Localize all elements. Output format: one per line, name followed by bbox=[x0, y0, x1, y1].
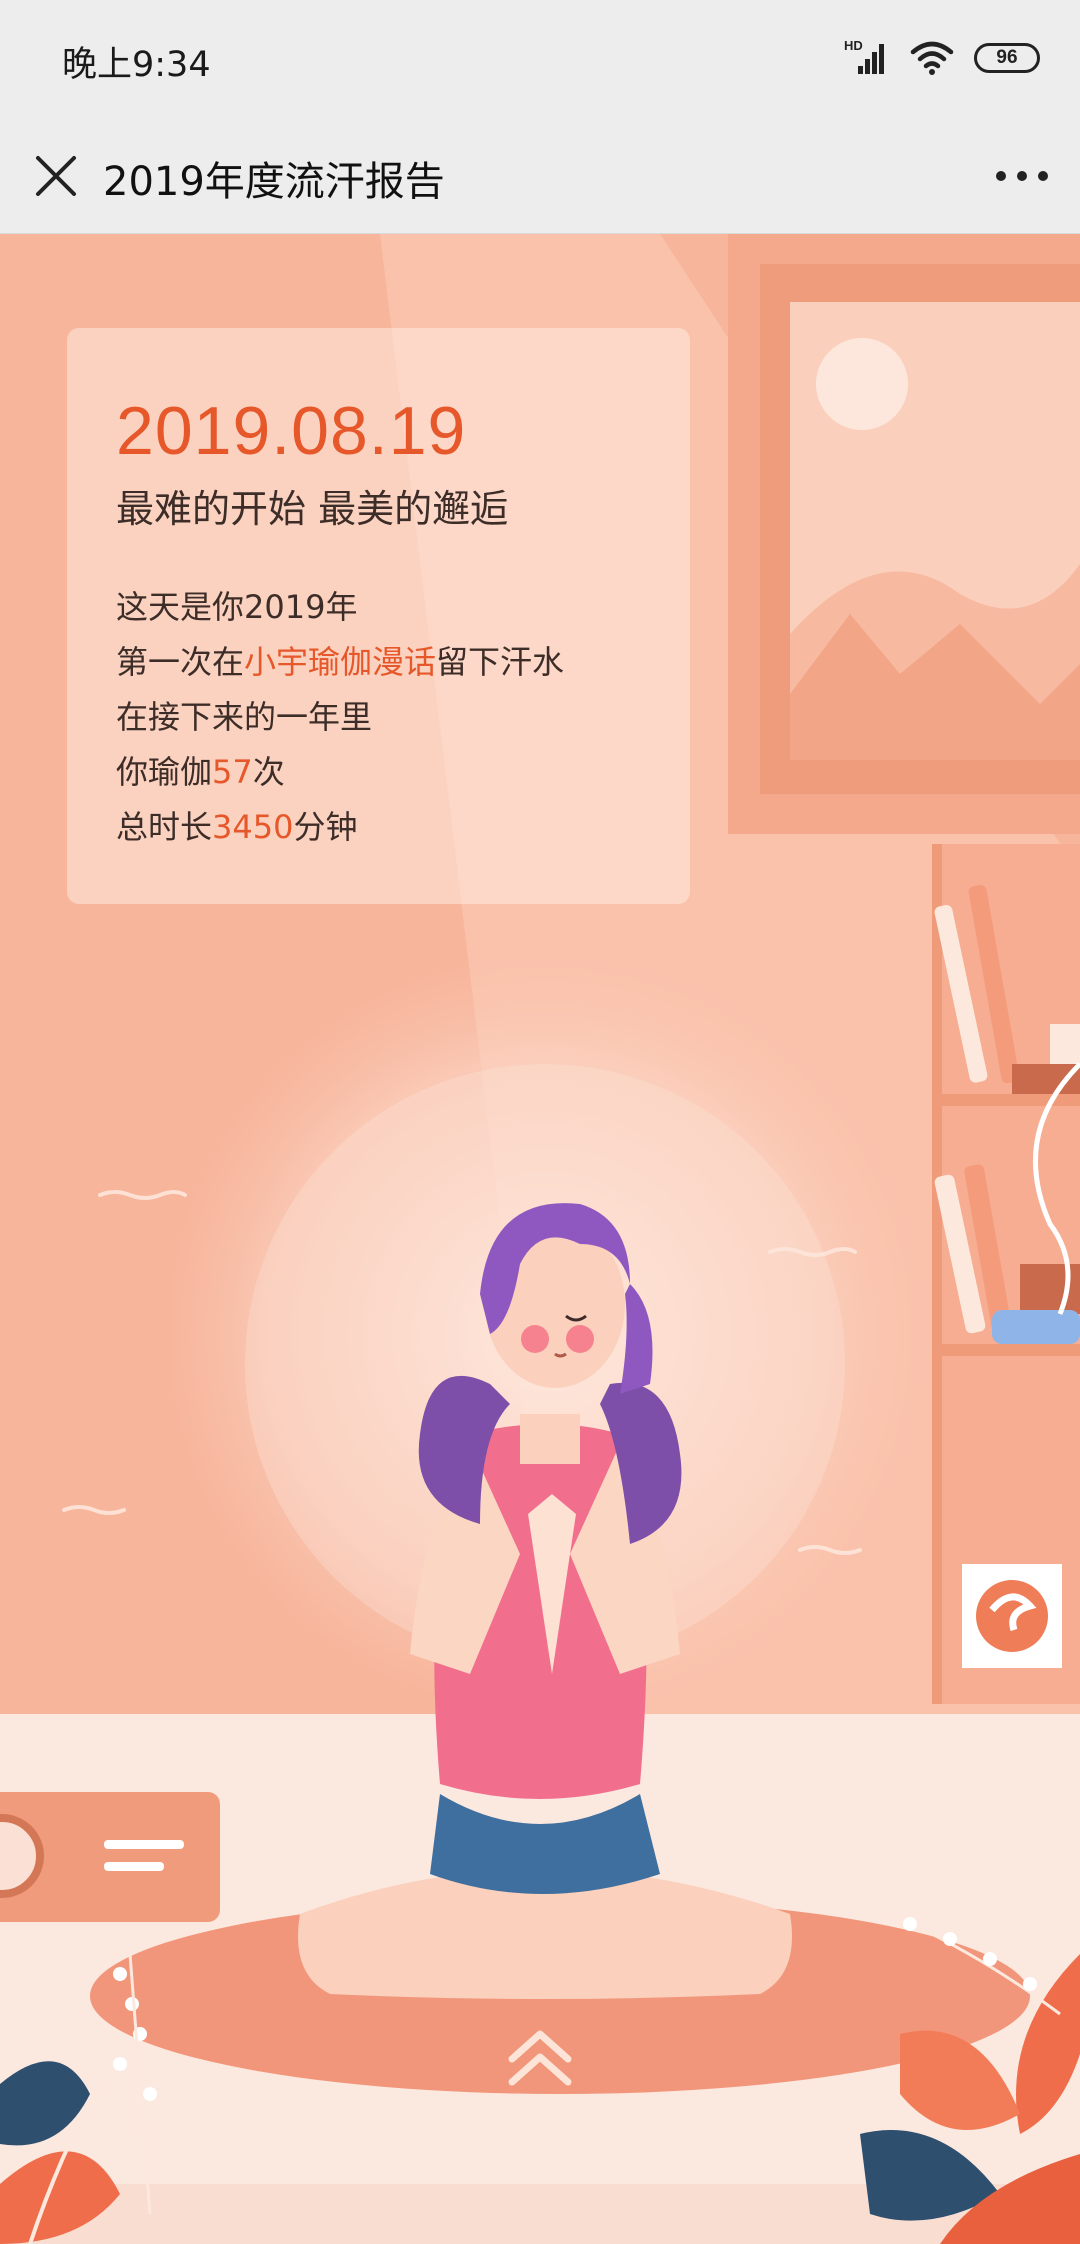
close-button[interactable] bbox=[28, 148, 84, 204]
report-line-2: 第一次在小宇瑜伽漫话留下汗水 bbox=[116, 643, 565, 681]
plant-right bbox=[860, 1912, 1080, 2244]
yoga-person bbox=[298, 1203, 792, 1999]
scroll-up-icon[interactable] bbox=[508, 2030, 572, 2086]
more-button[interactable] bbox=[990, 148, 1054, 204]
report-subtitle: 最难的开始 最美的邂逅 bbox=[116, 487, 509, 531]
report-card: 2019.08.19 最难的开始 最美的邂逅 这天是你2019年 第一次在小宇瑜… bbox=[67, 328, 690, 904]
report-text: 这天是你2019年 第一次在小宇瑜伽漫话留下汗水 在接下来的一年里 你瑜伽57次… bbox=[116, 580, 564, 855]
status-icons: HD 96 bbox=[844, 36, 1040, 80]
report-line-3: 在接下来的一年里 bbox=[116, 698, 373, 736]
battery-icon: 96 bbox=[974, 43, 1040, 73]
bookshelf bbox=[932, 844, 1080, 1704]
report-date: 2019.08.19 bbox=[116, 393, 467, 469]
report-line-4: 你瑜伽57次 bbox=[116, 753, 285, 791]
report-line-5: 总时长3450分钟 bbox=[116, 808, 358, 846]
status-time: 晚上9:34 bbox=[62, 45, 211, 85]
wave-decoration bbox=[62, 1190, 862, 1555]
more-icon bbox=[996, 171, 1048, 181]
plant-left bbox=[0, 1953, 157, 2244]
signal-icon: HD bbox=[844, 38, 890, 76]
report-scene: 2019.08.19 最难的开始 最美的邂逅 这天是你2019年 第一次在小宇瑜… bbox=[0, 234, 1080, 2244]
wall-picture bbox=[728, 234, 1080, 834]
page-title: 2019年度流汗报告 bbox=[103, 159, 445, 205]
close-icon bbox=[36, 156, 76, 196]
speaker bbox=[0, 1792, 220, 1922]
total-minutes: 3450 bbox=[212, 808, 294, 846]
app-name-highlight: 小宇瑜伽漫话 bbox=[244, 643, 437, 681]
report-line-1: 这天是你2019年 bbox=[116, 588, 358, 626]
nav-bar: 2019年度流汗报告 bbox=[0, 118, 1080, 234]
wifi-icon bbox=[910, 40, 954, 76]
session-count: 57 bbox=[212, 753, 253, 791]
status-bar: 晚上9:34 HD 96 bbox=[0, 0, 1080, 118]
